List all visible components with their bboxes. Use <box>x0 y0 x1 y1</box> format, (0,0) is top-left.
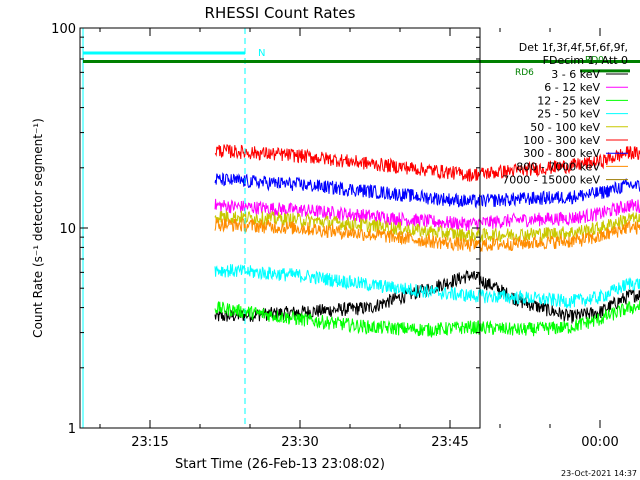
series-line-7 <box>214 217 640 253</box>
legend: Det 1f,3f,4f,5f,6f,9f, FDecim 1, Att 0 3… <box>502 41 628 187</box>
night-label: N <box>258 48 265 59</box>
rd0-label: RD0 <box>585 55 604 65</box>
series-layer <box>214 144 640 339</box>
legend-label-7: 800 - 7000 keV <box>516 160 600 173</box>
y-tick-label-0: 1 <box>68 422 76 437</box>
legend-label-8: 7000 - 15000 keV <box>502 174 600 187</box>
legend-header-line-1: Det 1f,3f,4f,5f,6f,9f, <box>519 41 628 54</box>
x-tick-label-3: 00:00 <box>581 435 618 450</box>
legend-label-0: 3 - 6 keV <box>551 68 600 81</box>
x-axis-label: Start Time (26-Feb-13 23:08:02) <box>175 457 385 472</box>
legend-label-1: 6 - 12 keV <box>544 81 600 94</box>
rd6-label: RD6 <box>515 68 534 78</box>
timestamp-label: 23-Oct-2021 14:37 <box>561 469 637 478</box>
y-axis-label: Count Rate (s⁻¹ detector segment⁻¹) <box>31 118 45 338</box>
series-line-6 <box>214 172 640 209</box>
legend-label-2: 12 - 25 keV <box>537 94 600 107</box>
y-tick-label-1: 10 <box>59 222 76 237</box>
series-line-1 <box>214 198 640 231</box>
y-tick-label-2: 100 <box>51 22 76 37</box>
legend-header-line-2: FDecim 1, Att 0 <box>543 54 628 67</box>
x-tick-label-1: 23:30 <box>281 435 318 450</box>
series-line-5 <box>214 144 640 182</box>
legend-label-3: 25 - 50 keV <box>537 108 600 121</box>
y-axis-ticks: 1 10 100 <box>51 22 480 437</box>
series-line-4 <box>214 210 640 243</box>
legend-label-5: 100 - 300 keV <box>523 134 600 147</box>
series-line-0 <box>214 269 640 324</box>
x-tick-label-0: 23:15 <box>131 435 168 450</box>
chart-title: RHESSI Count Rates <box>205 4 356 22</box>
series-line-3 <box>214 264 640 309</box>
annotation-layer: NSRD6RD0 <box>82 28 640 428</box>
legend-label-6: 300 - 800 keV <box>523 147 600 160</box>
x-tick-label-2: 23:45 <box>431 435 468 450</box>
series-line-2 <box>214 299 640 339</box>
legend-label-4: 50 - 100 keV <box>530 121 600 134</box>
